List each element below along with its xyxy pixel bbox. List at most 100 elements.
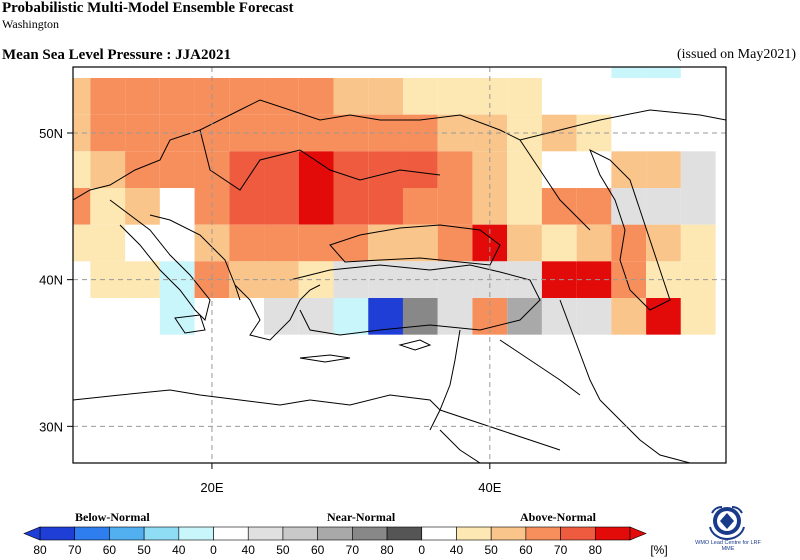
probability-cell	[402, 224, 438, 262]
colorbar-tick-label: 40	[241, 543, 255, 557]
probability-cell	[507, 224, 542, 262]
probability-cell	[73, 78, 91, 115]
probability-cell	[159, 151, 195, 188]
probability-cell	[73, 151, 91, 188]
probability-cell	[576, 298, 612, 335]
probability-cell	[611, 224, 647, 262]
probability-cell	[611, 298, 647, 335]
wmo-logo-caption: WMO Lead Centre for LRF MME	[695, 540, 761, 552]
coastline-gulf	[599, 399, 691, 463]
lat-tick-label: 50N	[39, 126, 63, 141]
colorbar-segment	[109, 526, 145, 541]
island-sicily	[174, 314, 206, 334]
legend-above-normal: Above-Normal	[520, 510, 596, 524]
probability-cell	[125, 188, 160, 225]
plot-frame	[72, 66, 727, 464]
probability-cell	[680, 151, 716, 188]
colorbar-tick-label: 0	[210, 543, 217, 557]
probability-cell	[125, 78, 160, 115]
island-crete	[299, 354, 351, 363]
probability-cell	[611, 67, 647, 78]
probability-cell	[73, 114, 91, 152]
colorbar-segment	[352, 526, 388, 541]
probability-cell	[611, 151, 647, 188]
probability-cell	[264, 151, 299, 188]
border-6	[439, 409, 561, 451]
colorbar-tick-label: 40	[449, 543, 464, 557]
colorbar-right-arrow	[629, 526, 647, 541]
coastline-egypt	[309, 394, 441, 411]
probability-cell	[646, 298, 681, 335]
colorbar-segment	[317, 526, 353, 541]
probability-cell	[264, 188, 299, 225]
colorbar-segment	[282, 526, 318, 541]
probability-cell	[125, 151, 160, 188]
probability-cell	[437, 188, 473, 225]
probability-cell	[229, 78, 265, 115]
colorbar-tick-label: 70	[68, 543, 82, 557]
probability-cell	[576, 224, 612, 262]
colorbar-segment	[74, 526, 110, 541]
coastline-levant	[429, 329, 461, 431]
colorbar-segment	[594, 526, 631, 541]
colorbar	[23, 526, 647, 541]
probability-cell	[402, 298, 438, 335]
colorbar-tick-label: 70	[345, 543, 360, 557]
probability-cell	[298, 298, 334, 335]
probability-cell	[507, 151, 542, 188]
probability-cells	[73, 67, 716, 335]
probability-cell	[437, 151, 473, 188]
probability-cell	[541, 224, 577, 262]
coastline-redsea	[439, 429, 481, 463]
island-cyprus	[398, 339, 432, 351]
probability-cell	[368, 188, 403, 225]
lat-tick-label: 30N	[39, 419, 63, 434]
probability-cell	[229, 188, 265, 225]
colorbar-tick-label: 60	[102, 543, 117, 557]
probability-cell	[576, 188, 612, 225]
probability-cell	[264, 224, 299, 262]
map-title: Probabilistic Multi-Model Ensemble Forec…	[2, 0, 294, 16]
colorbar-tick-label: 0	[418, 543, 426, 557]
lat-tick-label: 40N	[39, 273, 63, 288]
probability-cell	[264, 78, 299, 115]
probability-cell	[333, 298, 369, 335]
colorbar-tick-label: 70	[553, 543, 568, 557]
wmo-logo-icon	[709, 506, 745, 541]
probability-cell	[159, 78, 195, 115]
colorbar-segment	[421, 526, 457, 541]
probability-cell	[90, 188, 126, 225]
probability-cell	[298, 224, 334, 262]
coastline-italy	[109, 199, 211, 321]
colorbar-tick-label: 60	[310, 543, 325, 557]
colorbar-tick-label: 80	[588, 543, 602, 557]
coastline-libya	[73, 389, 311, 406]
colorbar-tick-label: 80	[380, 543, 394, 557]
colorbar-tick-label: 40	[172, 543, 186, 557]
colorbar-segment	[386, 526, 423, 541]
probability-cell	[402, 188, 438, 225]
coastline-adriatic	[149, 214, 241, 301]
legend-near-normal: Near-Normal	[327, 510, 396, 524]
probability-cell	[680, 298, 716, 335]
probability-cell	[333, 151, 369, 188]
probability-cell	[680, 188, 716, 225]
probability-cell	[90, 224, 126, 262]
coastline-turkey	[289, 264, 541, 336]
probability-cell	[402, 151, 438, 188]
colorbar-tick-label: 50	[484, 543, 498, 557]
probability-cell	[90, 151, 126, 188]
probability-cell	[646, 151, 681, 188]
probability-cell	[402, 78, 438, 115]
colorbar-tick-label: 50	[137, 543, 151, 557]
probability-cell	[229, 151, 265, 188]
lon-tick-label: 20E	[200, 480, 223, 495]
border-1	[199, 129, 301, 191]
border-5	[499, 339, 581, 396]
coastline-europe	[73, 99, 726, 201]
border-4	[559, 299, 601, 401]
colorbar-segment	[456, 526, 492, 541]
coastline-blacksea	[329, 224, 501, 266]
probability-cell	[333, 188, 369, 225]
